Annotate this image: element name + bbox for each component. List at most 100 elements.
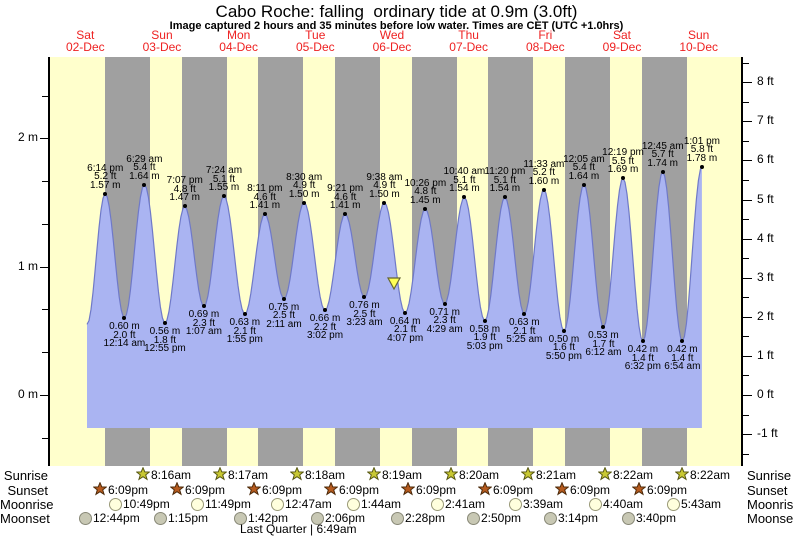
tide-event-marker <box>482 318 487 323</box>
sunset-star-icon <box>477 481 493 501</box>
sunset-time: 6:09pm <box>108 483 149 497</box>
tide-event-marker <box>382 200 387 205</box>
day-date: 08-Dec <box>525 40 565 54</box>
tide-event-marker <box>462 195 467 200</box>
tide-event-annotation: 0.69 m 2.3 ft 1:07 am <box>185 309 222 338</box>
sunrise-star-icon <box>520 466 536 486</box>
moonrise-time: 10:49pm <box>123 497 170 511</box>
tide-chart-plot: 6:14 pm 5.2 ft 1.57 m 0.60 m 2.0 ft 12:14 am 6… <box>50 57 741 466</box>
capture-time-marker <box>386 277 402 291</box>
axis-tick <box>42 309 48 311</box>
tide-event-marker <box>561 328 566 333</box>
moonset-time: 3:14pm <box>558 511 599 525</box>
axis-tick <box>743 316 752 318</box>
day-date: 09-Dec <box>602 40 642 54</box>
axis-tick <box>42 437 48 439</box>
moonrise-time: 4:40am <box>603 497 644 511</box>
axis-tick <box>743 160 752 162</box>
moonset-icon <box>154 512 167 525</box>
ft-axis-label: 3 ft <box>757 269 774 284</box>
moonset-icon <box>79 512 92 525</box>
sunset-star-icon <box>246 481 262 501</box>
tide-event-marker <box>302 200 307 205</box>
tide-event-marker <box>323 308 328 313</box>
ft-axis-label: 4 ft <box>757 230 774 245</box>
tide-event-annotation: 0.75 m 2.5 ft 2:11 am <box>266 301 302 330</box>
sunset-time: 6:09pm <box>647 483 688 497</box>
moonrise-time: 2:41am <box>445 497 486 511</box>
ft-axis-label: -1 ft <box>757 426 778 441</box>
tide-event-marker <box>640 339 645 344</box>
day-date: 03-Dec <box>142 40 182 54</box>
tide-event-marker <box>502 195 507 200</box>
moonset-time: 12:44pm <box>93 511 140 525</box>
day-label: Sun 03-Dec <box>127 29 197 53</box>
tide-event-annotation: 0.50 m 1.6 ft 5:50 pm <box>545 333 583 362</box>
axis-tick <box>743 453 749 455</box>
sunrise-star-icon <box>366 466 382 486</box>
sunrise-time: 8:22am <box>690 468 731 482</box>
tide-event-marker <box>201 304 206 309</box>
tide-event-annotation: 0.71 m 2.3 ft 4:29 am <box>426 306 463 335</box>
sunset-time: 6:09pm <box>493 483 534 497</box>
tide-event-annotation: 6:14 pm 5.2 ft 1.57 m <box>87 162 124 191</box>
moonrise-icon <box>191 498 204 511</box>
tide-event-marker <box>403 310 408 315</box>
ft-axis-label: 5 ft <box>757 191 774 206</box>
tide-event-marker <box>699 164 704 169</box>
moonset-icon <box>391 512 404 525</box>
ft-axis-label: 8 ft <box>757 74 774 89</box>
moonrise-icon <box>347 498 360 511</box>
moonset-time: 2:50pm <box>481 511 522 525</box>
tide-event-marker <box>343 212 348 217</box>
day-label: Tue 05-Dec <box>280 29 350 53</box>
ft-axis-label: 0 ft <box>757 387 774 401</box>
moonrise-time: 11:49pm <box>205 497 251 511</box>
axis-tick <box>743 414 749 416</box>
tide-event-marker <box>423 206 428 211</box>
ft-axis-label: 1 ft <box>757 347 774 362</box>
tide-event-annotation: 7:07 pm 4.8 ft 1.47 m <box>166 175 203 204</box>
m-axis-label: 1 m <box>17 258 38 273</box>
m-axis-label: 0 m <box>17 387 38 401</box>
sunset-star-icon <box>554 481 570 501</box>
moonrise-icon <box>109 498 122 511</box>
sunrise-time: 8:18am <box>305 468 346 482</box>
moonrise-time: 3:39am <box>523 497 564 511</box>
tide-event-annotation: 0.64 m 2.1 ft 4:07 pm <box>387 315 424 344</box>
axis-line <box>741 57 743 466</box>
tide-event-annotation: 12:05 am 5.4 ft 1.64 m <box>563 153 605 182</box>
sunrise-time: 8:21am <box>536 468 577 482</box>
tide-event-annotation: 12:45 am 5.7 ft 1.74 m <box>641 140 684 169</box>
tide-event-marker <box>581 182 586 187</box>
tide-event-annotation: 1:01 pm 5.8 ft 1.78 m <box>683 135 720 164</box>
day-label: Wed 06-Dec <box>357 29 427 53</box>
axis-tick <box>743 219 749 221</box>
moonrise-time: 12:47am <box>285 497 332 511</box>
astro-row-label-moonrise-right: Moonrise <box>747 497 793 512</box>
sunrise-time: 8:19am <box>382 468 423 482</box>
tide-event-annotation: 7:24 am 5.1 ft 1.55 m <box>205 165 243 194</box>
sunrise-star-icon <box>212 466 228 486</box>
day-label: Sat 02-Dec <box>50 29 120 53</box>
sunset-time: 6:09pm <box>339 483 380 497</box>
axis-tick <box>743 375 749 377</box>
moonset-time: 2:28pm <box>405 511 446 525</box>
astro-row-label-sunset-right: Sunset <box>747 483 788 498</box>
axis-tick <box>42 223 48 225</box>
moonset-time: 1:42pm <box>248 511 289 525</box>
tide-event-marker <box>621 176 625 181</box>
moonset-time: 2:06pm <box>325 511 366 525</box>
tide-event-annotation: 12:19 pm 5.5 ft 1.69 m <box>602 147 644 176</box>
sunrise-star-icon <box>597 466 613 486</box>
astro-row-label-sunset-left: Sunset <box>7 483 48 498</box>
axis-tick <box>42 181 48 183</box>
day-date: 06-Dec <box>372 40 412 54</box>
tide-event-annotation: 9:38 am 4.9 ft 1.50 m <box>366 171 403 200</box>
moonrise-time: 1:44am <box>361 497 402 511</box>
tide-event-marker <box>541 187 546 192</box>
day-label: Thu 07-Dec <box>434 29 504 53</box>
moonrise-icon <box>271 498 284 511</box>
sunset-time: 6:09pm <box>416 483 457 497</box>
axis-tick <box>42 352 48 354</box>
